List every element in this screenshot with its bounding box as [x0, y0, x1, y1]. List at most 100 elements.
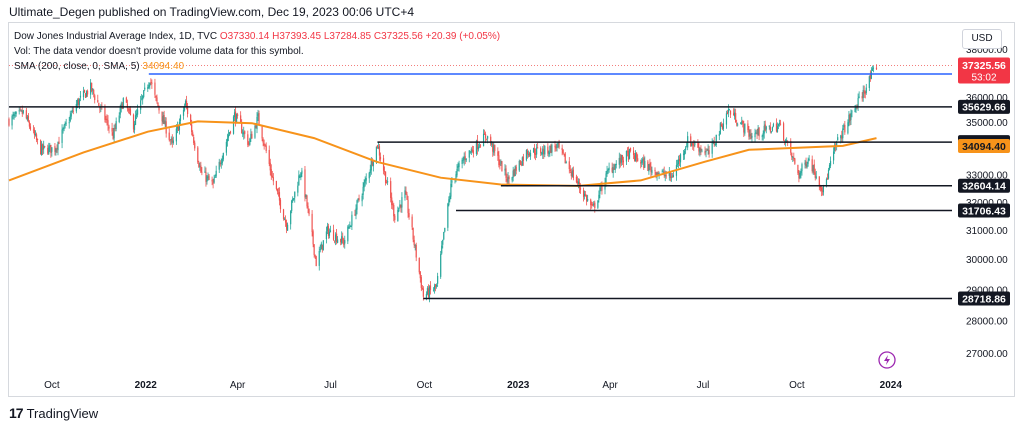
countdown-label: 53:02 [971, 73, 996, 84]
candle-body [507, 177, 509, 183]
brand-name[interactable]: TradingView [26, 405, 99, 421]
candle-body [665, 175, 667, 177]
candle-body [354, 214, 356, 216]
candle-body [57, 142, 59, 151]
candle-body [475, 140, 478, 154]
y-tick-label: 30000.00 [966, 255, 1008, 266]
candle-body [405, 190, 407, 195]
candle-body [349, 225, 351, 228]
level-badge [958, 291, 1010, 306]
candle-body [641, 160, 643, 163]
x-tick-label: 2024 [880, 380, 903, 391]
candle-body [256, 116, 258, 130]
candle-body [214, 176, 216, 178]
volume-line: Vol: The data vendor doesn't provide vol… [14, 46, 304, 57]
candle-body [565, 162, 567, 164]
candle-body [225, 141, 227, 153]
candle-body [693, 145, 695, 147]
candle-body [170, 139, 172, 141]
candle-body [278, 192, 281, 201]
candle-body [78, 98, 81, 105]
candle-body [342, 237, 344, 241]
candle-body [19, 109, 21, 110]
candle-body [315, 256, 317, 267]
candle-body [234, 111, 237, 123]
candle-body [261, 125, 263, 139]
symbol-line[interactable]: Dow Jones Industrial Average Index, 1D, … [14, 31, 218, 42]
level-badge-label: 28718.86 [962, 293, 1006, 305]
candle-body [371, 159, 373, 166]
candle-body [861, 96, 863, 99]
currency-button[interactable]: USD [962, 29, 1002, 49]
candle-body [393, 204, 395, 217]
candle-body [320, 243, 322, 250]
y-tick-label: 28000.00 [966, 317, 1008, 328]
candle-body [541, 153, 543, 155]
candle-body [357, 198, 359, 201]
candle-body [51, 147, 53, 152]
candle-body [563, 153, 565, 155]
candle-body [44, 146, 46, 147]
candle-body [114, 128, 116, 129]
candle-body [786, 140, 788, 142]
candle-body [451, 180, 453, 183]
candle-body [163, 115, 165, 124]
candle-body [119, 106, 121, 115]
candle-body [168, 132, 170, 140]
candle-body [41, 144, 43, 156]
candle-body [70, 113, 72, 117]
sma-label[interactable]: SMA (200, close, 0, SMA, 5) [14, 61, 140, 72]
candle-body [700, 148, 702, 151]
lightning-icon [878, 351, 896, 369]
candle-body [279, 199, 282, 210]
candle-body [770, 131, 772, 133]
candle-body [737, 124, 739, 126]
candle-body [468, 150, 470, 158]
candle-body [362, 186, 364, 195]
candle-body [850, 112, 852, 120]
tradingview-logo-icon[interactable]: 17 [9, 405, 24, 421]
candle-body [765, 126, 767, 130]
candle-body [249, 138, 251, 145]
candle-body [75, 104, 77, 112]
candle-body [564, 153, 566, 164]
candle-body [869, 75, 871, 79]
candle-body [741, 121, 743, 124]
candle-body [847, 122, 849, 134]
candle-body [470, 149, 472, 153]
candle-body [372, 162, 374, 167]
candle-body [291, 200, 293, 211]
candle-body [472, 150, 474, 154]
candle-body [98, 102, 100, 106]
candle-body [183, 106, 186, 111]
candle-body [61, 129, 63, 143]
candle-body [493, 145, 495, 153]
candle-body [855, 106, 857, 110]
candle-body [487, 136, 489, 139]
candle-body [697, 143, 699, 148]
candle-body [614, 164, 616, 170]
candle-body [571, 170, 573, 177]
candle-body [528, 153, 531, 156]
candle-body [593, 203, 595, 206]
chart-frame[interactable] [8, 22, 1015, 397]
y-tick-label: 36000.00 [966, 93, 1008, 104]
candle-body [358, 198, 360, 201]
candle-body [582, 190, 585, 197]
candle-body [537, 147, 539, 149]
candle-body [533, 148, 536, 155]
candle-body [649, 162, 651, 167]
candle-body [276, 188, 279, 192]
x-tick-label: Apr [230, 380, 246, 391]
candle-body [27, 115, 29, 122]
candle-body [872, 67, 875, 69]
candle-body [437, 276, 439, 284]
candle-body [213, 177, 215, 183]
candle-body [356, 200, 358, 210]
candle-body [544, 145, 546, 155]
candle-body [771, 127, 773, 131]
candle-body [686, 146, 688, 148]
candle-body [14, 114, 16, 116]
candle-body [442, 239, 444, 245]
